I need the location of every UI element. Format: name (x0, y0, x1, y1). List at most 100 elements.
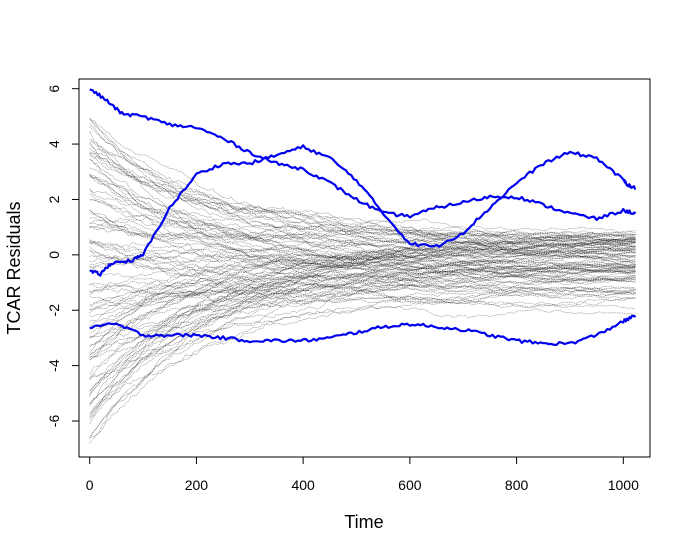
background-series-line (89, 297, 636, 417)
background-series-line (89, 237, 636, 392)
background-series-line (89, 236, 636, 404)
background-series-line (89, 210, 636, 261)
background-series-line (89, 242, 636, 356)
background-series-line (89, 246, 636, 339)
background-series-line (89, 131, 636, 296)
background-series-line (89, 277, 636, 380)
background-series-line (89, 266, 636, 302)
background-series-line (89, 262, 636, 438)
y-tick-label: 2 (46, 195, 62, 203)
x-tick-label: 600 (398, 477, 422, 493)
background-series-line (89, 221, 636, 251)
background-series-line (89, 239, 636, 272)
background-series-line (89, 237, 636, 424)
x-tick-label: 800 (505, 477, 529, 493)
background-series-line (89, 254, 636, 272)
background-series-line (89, 275, 636, 337)
background-series-line (89, 167, 636, 283)
background-series-line (89, 238, 636, 262)
background-series-line (89, 266, 636, 326)
background-series-line (89, 217, 636, 263)
background-series-line (89, 118, 636, 260)
background-series-line (89, 175, 636, 249)
background-series-line (89, 261, 636, 307)
y-tick-label: 4 (46, 140, 62, 148)
background-series-line (89, 250, 636, 317)
background-series-line (89, 250, 636, 282)
background-series-line (89, 262, 636, 347)
background-series-line (89, 123, 636, 235)
background-series-line (89, 226, 636, 274)
background-series-line (89, 266, 636, 302)
background-series-line (89, 235, 636, 339)
y-axis: -6 -4 -2 0 2 4 6 (46, 85, 80, 428)
background-series-line (89, 248, 636, 397)
background-series-line (89, 240, 636, 284)
background-series-line (89, 285, 636, 439)
background-series-line (89, 241, 636, 267)
background-series-line (89, 287, 636, 309)
background-series-line (89, 242, 636, 353)
background-series-line (89, 273, 636, 361)
background-series-line (89, 291, 636, 356)
highlight-series-line (89, 88, 637, 221)
x-axis: 0 200 400 600 800 1000 (86, 456, 639, 493)
background-series-line (89, 246, 636, 395)
background-series-line (89, 193, 636, 255)
background-series-line (89, 154, 636, 239)
highlight-series-line (89, 314, 637, 346)
background-series-line (89, 268, 636, 404)
background-series-line (89, 118, 636, 266)
y-tick-label: 0 (46, 251, 62, 259)
background-series-line (89, 255, 636, 334)
background-series-line (89, 212, 636, 285)
background-series-line (89, 159, 636, 283)
background-series-line (89, 274, 636, 292)
background-series-line (89, 286, 636, 392)
background-series-line (89, 126, 636, 239)
background-series-line (89, 223, 636, 253)
background-series-line (89, 265, 636, 295)
background-series-line (89, 263, 636, 328)
background-series-line (89, 239, 636, 262)
background-series-line (89, 152, 636, 238)
background-series-line (89, 247, 636, 286)
highlight-series-group (89, 88, 637, 346)
background-series-line (89, 226, 636, 245)
background-series-line (89, 209, 636, 276)
background-series-line (89, 173, 636, 270)
background-series-line (89, 245, 636, 272)
background-series-line (89, 158, 636, 274)
background-series-line (89, 285, 636, 311)
background-series-line (89, 176, 636, 266)
background-series-line (89, 148, 636, 245)
background-series-line (89, 241, 636, 380)
x-axis-title: Time (344, 512, 383, 532)
x-tick-label: 1000 (608, 477, 639, 493)
background-series-line (89, 236, 636, 444)
x-tick-label: 400 (291, 477, 315, 493)
background-series-line (89, 263, 636, 413)
background-series-line (89, 246, 636, 310)
background-series-line (89, 242, 636, 322)
y-tick-label: 6 (46, 85, 62, 93)
background-series-line (89, 269, 636, 314)
highlight-series-line (89, 144, 637, 277)
background-series-line (89, 198, 636, 255)
background-series-line (89, 175, 636, 261)
y-tick-label: -4 (46, 359, 62, 372)
background-series-line (89, 216, 636, 241)
background-series-line (89, 275, 636, 375)
background-series-line (89, 189, 636, 243)
background-series-line (89, 144, 636, 251)
background-series-line (89, 237, 636, 418)
y-tick-label: -6 (46, 415, 62, 428)
background-series-group (89, 118, 636, 444)
background-series-line (89, 253, 636, 407)
y-tick-label: -2 (46, 304, 62, 317)
background-series-line (89, 245, 636, 311)
background-series-line (89, 199, 636, 260)
background-series-line (89, 249, 636, 294)
